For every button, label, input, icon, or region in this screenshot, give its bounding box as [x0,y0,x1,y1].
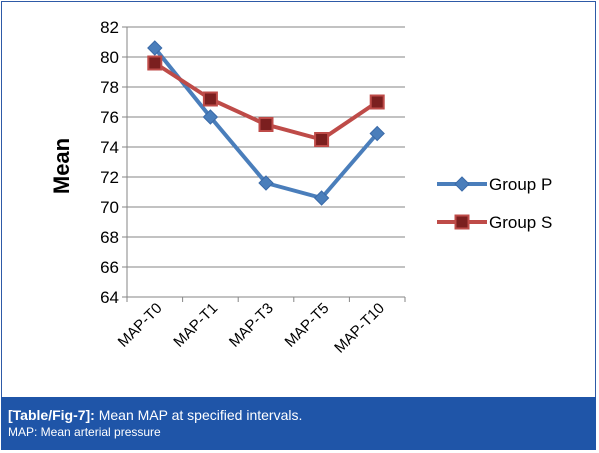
y-tick-label: 70 [100,198,119,217]
y-tick-label: 72 [100,168,119,187]
y-tick-label: 64 [100,288,119,307]
axes [122,26,406,302]
data-point [202,109,219,125]
y-tick-label: 82 [100,18,119,37]
data-point [147,55,163,71]
caption-note: MAP: Mean arterial pressure [8,425,161,439]
y-tick-label: 80 [100,48,119,67]
data-point [369,125,385,142]
y-tick-label: 68 [100,228,119,247]
data-point [147,40,163,56]
x-tick-label: MAP-T5 [282,300,333,351]
data-point [202,91,218,107]
caption-text: Mean MAP at specified intervals. [94,407,303,423]
legend: Group P Group S [437,175,552,232]
caption-main: [Table/Fig-7]: Mean MAP at specified int… [8,406,596,424]
y-tick-labels: 64 66 68 70 72 74 76 78 80 82 [100,18,119,307]
y-tick-label: 66 [100,258,119,277]
x-tick-label: MAP-T10 [331,300,388,357]
legend-marker [454,176,470,192]
y-axis-label: Mean [49,138,74,194]
legend-marker [454,214,470,230]
data-point [313,190,330,206]
caption-tag: [Table/Fig-7]: [8,407,95,423]
legend-label: Group S [489,213,552,232]
series-lines [147,40,385,206]
x-tick-label: MAP-T1 [170,300,221,351]
y-tick-label: 74 [100,138,119,157]
data-point [258,117,274,132]
y-tick-label: 76 [100,108,119,127]
x-tick-label: MAP-T0 [115,300,166,351]
data-point [314,132,330,147]
y-tick-label: 78 [100,78,119,97]
legend-label: Group P [489,175,552,194]
data-point [369,94,385,110]
figure-caption: [Table/Fig-7]: Mean MAP at specified int… [1,397,596,450]
data-point [258,175,274,191]
x-tick-label: MAP-T3 [226,300,277,351]
